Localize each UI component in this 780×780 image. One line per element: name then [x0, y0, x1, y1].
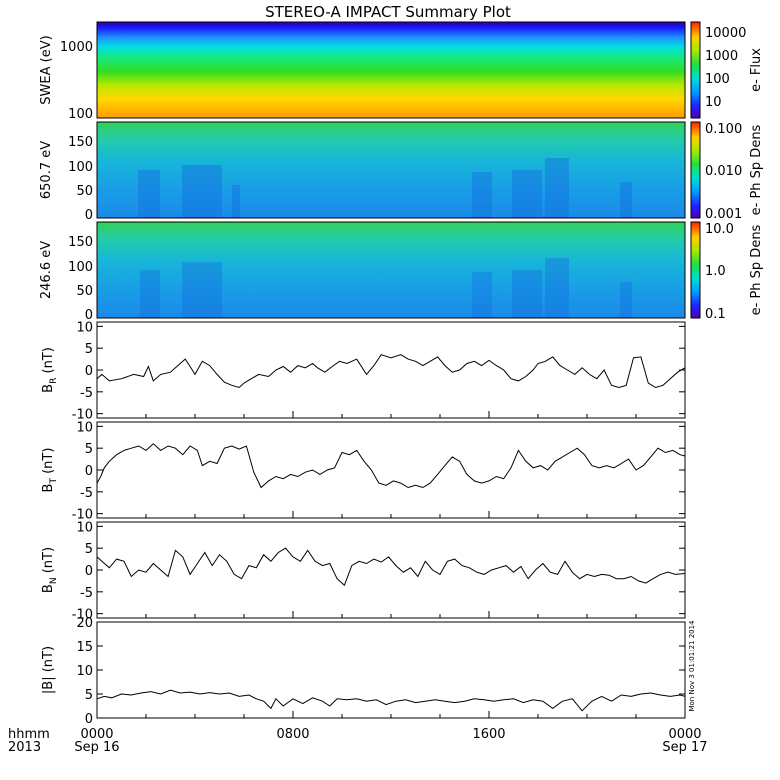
pad-246-colorbar — [690, 221, 701, 319]
pad-246-ytick-100: 100 — [68, 260, 93, 275]
bn-panel: 10 5 0 -5 -10 BN (nT) — [41, 520, 686, 623]
bmag-frame — [96, 621, 686, 719]
br-frame — [96, 321, 686, 419]
pad-650-ylabel: 650.7 eV — [39, 141, 54, 199]
br-panel: 10 5 0 -5 -10 BR (nT) — [41, 320, 686, 423]
bmag-ytick-label: 0 — [85, 712, 93, 727]
bt-ytick-label: 10 — [76, 420, 93, 435]
swea-cbar-tick-10000: 10000 — [705, 26, 746, 41]
br-ytick-label: 10 — [76, 320, 93, 335]
pad-650-cbar-tick-0.010: 0.010 — [705, 164, 742, 179]
br-ytick-label: 0 — [85, 364, 93, 379]
swea-ytick-1000: 1000 — [60, 40, 93, 55]
x-tick-1600: 1600 — [472, 727, 505, 742]
bmag-ytick-label: 10 — [76, 664, 93, 679]
x-tick-0000-end: 0000 — [668, 727, 701, 742]
pad-246-spectrogram — [97, 222, 685, 318]
bt-panel: 10 5 0 -5 -10 BT (nT) — [41, 420, 686, 523]
pad-650-cbar-tick-0.001: 0.001 — [705, 207, 742, 222]
bn-ylabel: BN (nT) — [41, 547, 59, 593]
pad-246-ytick-150: 150 — [68, 235, 93, 250]
pad-246-panel: 246.6 eV 150 100 50 0 10.0 1.0 0.1 e- Ph… — [39, 221, 764, 323]
swea-spectrogram — [97, 22, 685, 118]
pad-650-panel: 650.7 eV 150 100 50 0 0.100 0.010 0.001 … — [39, 121, 764, 223]
swea-panel: SWEA (eV) 1000 100 10000 1000 100 10 e- … — [39, 21, 764, 122]
x-axis: hhmm 2013 0000 0800 1600 0000 Sep 16 Sep… — [8, 727, 708, 755]
pad-246-cbar-tick-0.1: 0.1 — [705, 307, 726, 322]
bn-frame — [96, 521, 686, 619]
bmag-ytick-label: 20 — [76, 616, 93, 631]
pad-650-ytick-150: 150 — [68, 135, 93, 150]
x-date-sep16: Sep 16 — [74, 740, 119, 755]
bn-ytick-label: -5 — [80, 586, 93, 601]
magnetic-field-panels: 10 5 0 -5 -10 BR (nT) 10 5 0 -5 -10 BT (nT) 10 5 0 -5 -1… — [41, 320, 686, 727]
pad-650-ytick-50: 50 — [76, 184, 93, 199]
bt-ytick-label: 0 — [85, 464, 93, 479]
bn-ytick-label: -10 — [72, 608, 93, 623]
bmag-ytick-label: 15 — [76, 640, 93, 655]
br-trace — [96, 354, 686, 389]
bn-ytick-label: 10 — [76, 520, 93, 535]
plot-title: STEREO-A IMPACT Summary Plot — [265, 3, 511, 21]
pad-650-cbar-label: e- Ph Sp Dens — [749, 124, 764, 215]
pad-246-ylabel: 246.6 eV — [39, 241, 54, 299]
pad-650-ytick-0: 0 — [85, 208, 93, 223]
bt-ytick-label: -10 — [72, 508, 93, 523]
pad-246-ytick-50: 50 — [76, 284, 93, 299]
pad-650-colorbar — [690, 121, 701, 219]
pad-650-cbar-tick-0.100: 0.100 — [705, 122, 742, 137]
bt-ytick-label: -5 — [80, 486, 93, 501]
bn-trace — [96, 547, 686, 587]
x-corner-year: 2013 — [8, 740, 41, 755]
swea-cbar-tick-10: 10 — [705, 95, 722, 110]
br-ytick-label: -10 — [72, 408, 93, 423]
swea-colorbar — [690, 21, 701, 119]
swea-cbar-tick-100: 100 — [705, 72, 730, 87]
x-tick-0000-start: 0000 — [80, 727, 113, 742]
pad-650-spectrogram — [97, 122, 685, 218]
pad-246-cbar-tick-10.0: 10.0 — [705, 222, 734, 237]
bn-ytick-label: 5 — [85, 542, 93, 557]
pad-246-cbar-tick-1.0: 1.0 — [705, 264, 726, 279]
br-ytick-label: 5 — [85, 342, 93, 357]
swea-cbar-label: e- Flux — [749, 48, 764, 92]
pad-246-ytick-0: 0 — [85, 308, 93, 323]
pad-246-cbar-label: e- Ph Sp Dens — [749, 224, 764, 315]
swea-cbar-tick-1000: 1000 — [705, 49, 738, 64]
pad-650-ytick-100: 100 — [68, 160, 93, 175]
bt-frame — [96, 421, 686, 519]
bn-ytick-label: 0 — [85, 564, 93, 579]
bt-trace — [96, 443, 686, 489]
swea-ytick-100: 100 — [68, 107, 93, 122]
bmag-panel: 20 15 10 5 0 |B| (nT) — [41, 616, 686, 727]
x-corner-hhmm: hhmm — [8, 727, 50, 742]
swea-ylabel: SWEA (eV) — [39, 35, 54, 104]
bmag-trace — [96, 689, 686, 712]
bt-ylabel: BT (nT) — [41, 448, 59, 493]
pad-246-dark-streaks — [140, 258, 632, 318]
bmag-ylabel: |B| (nT) — [41, 646, 56, 694]
x-date-sep17: Sep 17 — [662, 740, 707, 755]
br-ylabel: BR (nT) — [41, 347, 59, 393]
timestamp-stamp: Mon Nov 3 01:01:21 2014 — [688, 620, 696, 712]
bt-ytick-label: 5 — [85, 442, 93, 457]
pad-650-dark-streaks — [138, 158, 632, 218]
br-ytick-label: -5 — [80, 386, 93, 401]
bmag-ytick-label: 5 — [85, 688, 93, 703]
x-tick-0800: 0800 — [276, 727, 309, 742]
